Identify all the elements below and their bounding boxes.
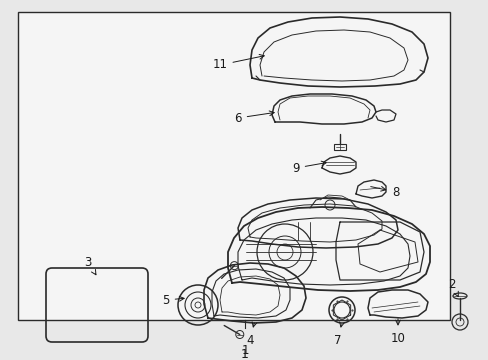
Text: 3: 3	[84, 256, 96, 275]
Text: 2: 2	[447, 278, 457, 297]
Text: 1: 1	[241, 343, 248, 356]
Text: 4: 4	[246, 322, 256, 346]
Text: 7: 7	[334, 322, 344, 346]
Text: 6: 6	[234, 111, 274, 125]
Text: 8: 8	[370, 185, 399, 198]
Text: 1: 1	[241, 348, 248, 360]
Text: 5: 5	[162, 293, 184, 306]
Text: 9: 9	[292, 161, 325, 175]
Text: 10: 10	[390, 319, 405, 345]
Bar	[18, 12, 449, 320]
Text: 11: 11	[212, 54, 264, 72]
Bar	[333, 144, 346, 150]
